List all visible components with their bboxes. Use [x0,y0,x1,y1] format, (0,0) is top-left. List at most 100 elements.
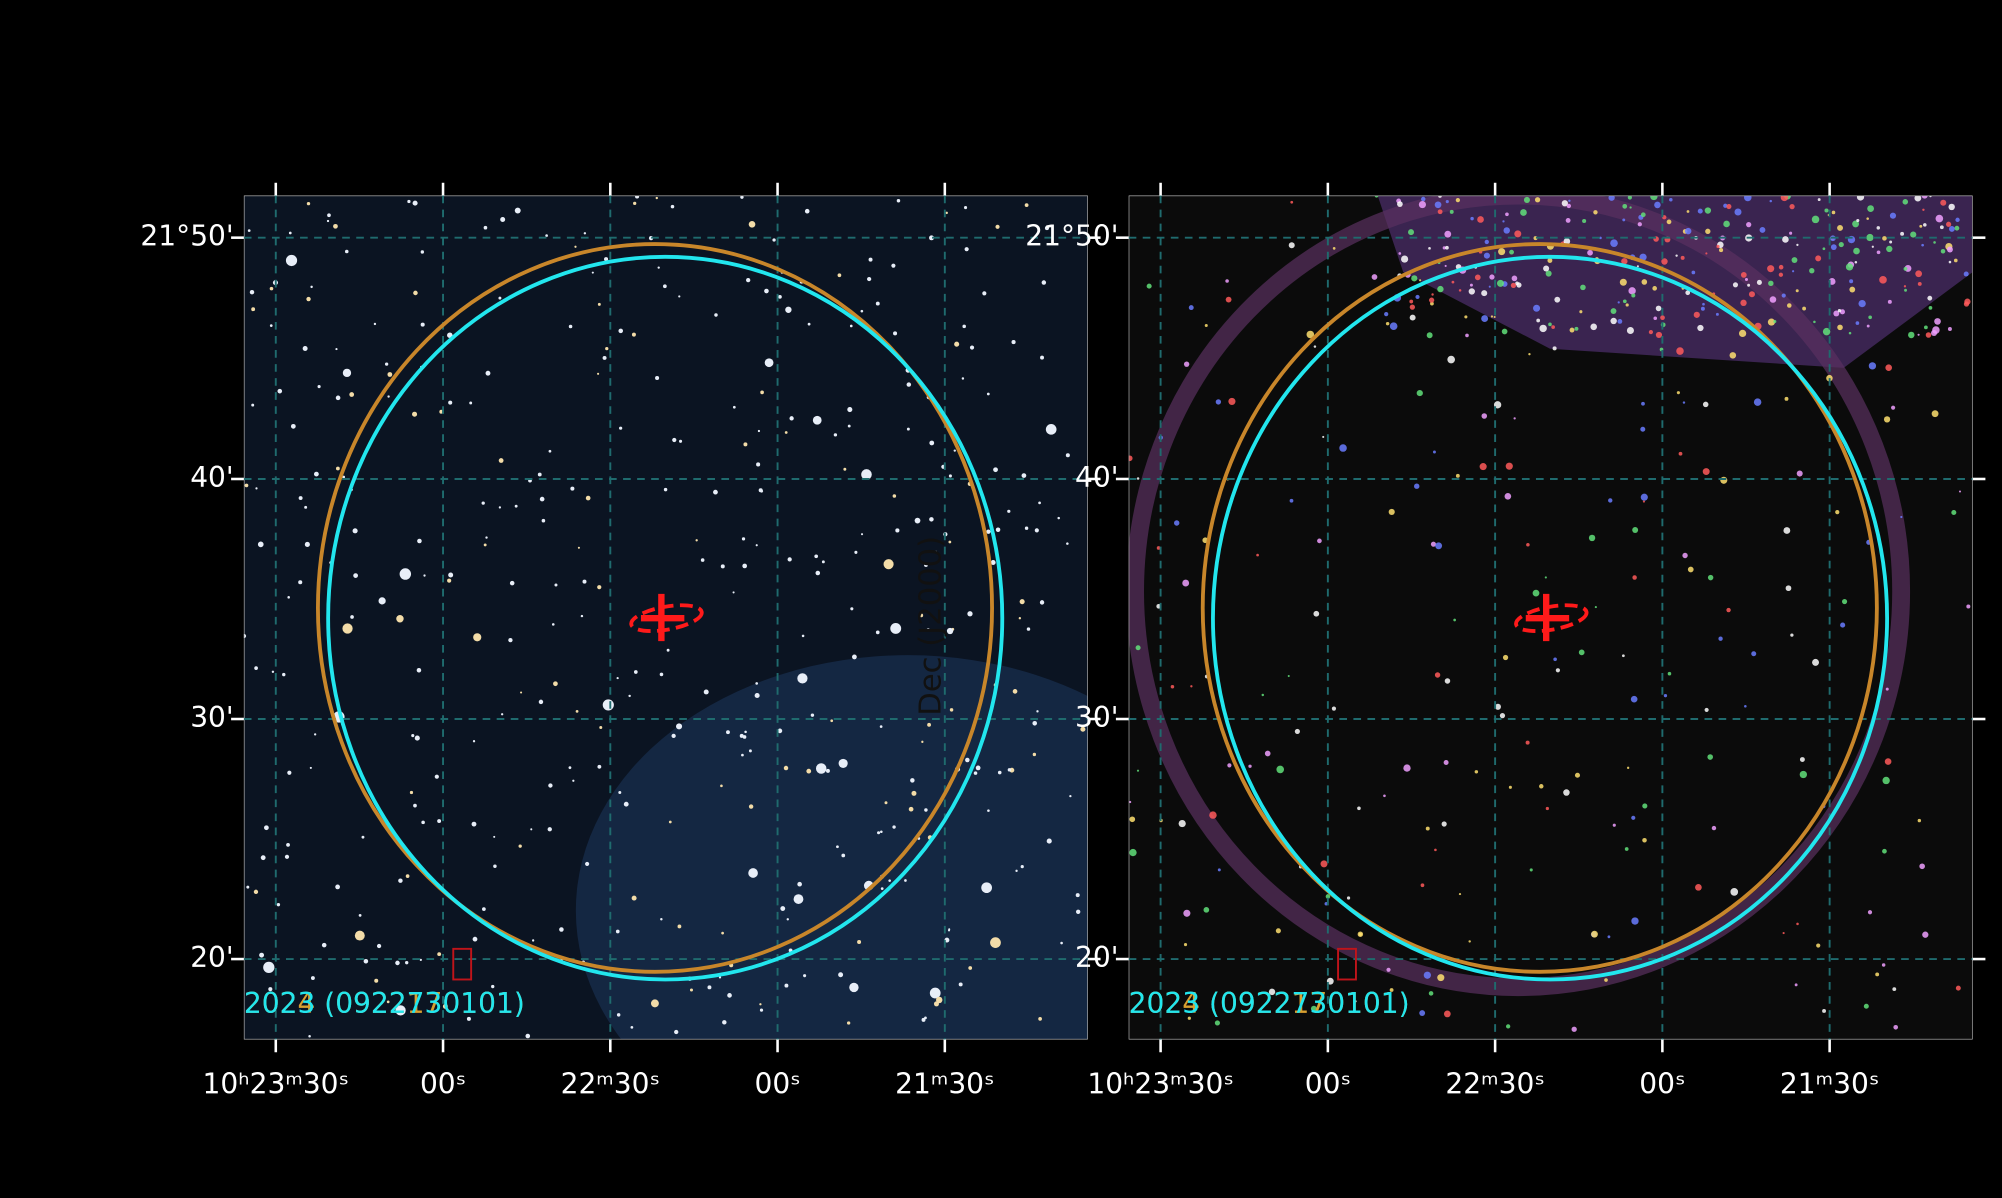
source [1883,416,1891,423]
star [1019,599,1025,605]
star [861,469,872,480]
source [1946,246,1953,253]
source [1437,974,1445,982]
source [1642,803,1648,809]
star [623,801,629,807]
source [1409,314,1416,321]
source [1811,215,1820,224]
source [1403,764,1411,772]
star [722,1020,727,1025]
source [1187,1016,1191,1020]
source [1401,255,1409,263]
source [1640,212,1646,218]
star [582,579,587,584]
star [732,591,735,594]
source [1676,391,1680,395]
star [948,474,952,478]
star [482,907,486,911]
source [1666,219,1672,225]
source [1958,490,1962,493]
source [1561,200,1568,207]
star [896,198,901,203]
star [498,296,502,300]
source [1294,728,1300,734]
source [1502,220,1505,223]
source [1437,285,1444,293]
star [358,914,362,917]
star [910,778,915,783]
star [1011,340,1016,345]
star [310,285,313,289]
star [908,806,914,812]
star [995,527,1001,532]
source [1948,203,1955,211]
source [1409,304,1416,310]
source [1885,364,1892,372]
source [1966,604,1971,609]
star [815,570,821,576]
source [1700,306,1705,311]
star [713,489,718,495]
star [1038,501,1041,505]
source [1425,826,1430,831]
star [520,691,523,694]
source [1702,401,1709,408]
source [1435,542,1443,550]
source [1290,200,1294,204]
source [1796,922,1799,926]
x-tick-label: 21ᵐ30ˢ [1780,1067,1879,1100]
source [1867,205,1874,212]
star [277,388,283,394]
source [1544,576,1547,579]
star [398,878,403,883]
star [386,1000,390,1004]
glow [575,655,1088,1040]
source [1389,988,1394,992]
star [361,835,365,839]
source [1917,281,1922,286]
source [1129,816,1136,823]
star [837,273,842,278]
source [1610,317,1617,325]
star [493,835,496,838]
star [883,559,894,570]
star [442,1003,448,1009]
star [349,392,355,397]
source [1753,398,1762,406]
star [634,195,640,199]
star [498,506,502,509]
star [466,1016,471,1021]
source [1691,270,1696,275]
star [880,887,884,891]
star [990,937,1001,948]
star [1032,720,1038,726]
star [884,801,888,805]
star [414,735,420,741]
star [1032,752,1037,757]
source [1490,315,1494,318]
star [1026,627,1031,631]
star [350,615,354,619]
source [1769,296,1777,303]
star [335,395,341,401]
source [1617,301,1620,304]
source [1621,654,1625,658]
star [815,763,827,774]
star [892,494,897,498]
source [1173,520,1180,526]
star [255,487,258,490]
star [787,557,792,562]
star [672,437,677,443]
star [987,809,990,812]
star [934,550,938,553]
source [1543,265,1550,272]
source [1504,492,1512,500]
star [551,623,555,626]
star [585,861,590,867]
star [342,623,353,634]
star [721,931,724,935]
star [663,284,667,289]
source [1288,242,1295,249]
source [1533,304,1541,312]
